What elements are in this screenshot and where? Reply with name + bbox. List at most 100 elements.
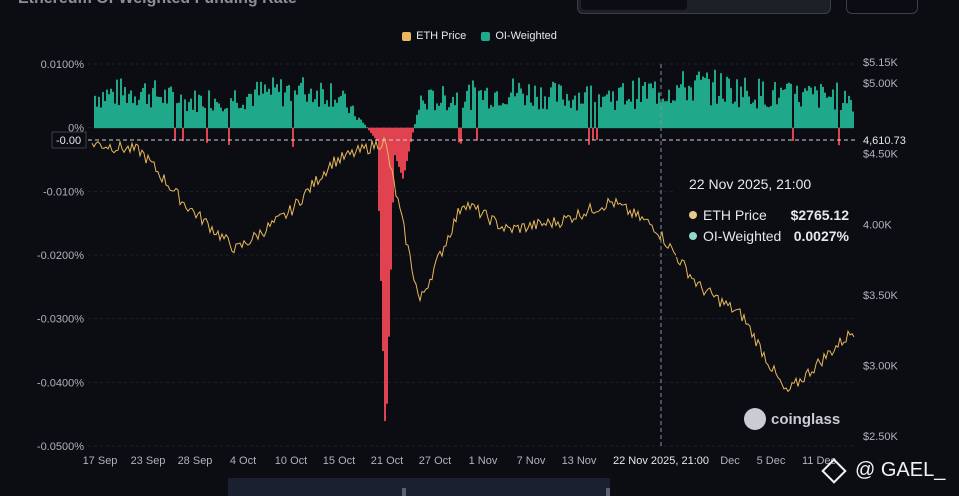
oi-weighted-bar [346,107,348,129]
oi-weighted-bar [852,111,854,129]
oi-weighted-bar [620,87,622,129]
y-right-tick: 4.00K [863,219,892,231]
oi-weighted-bar [480,90,482,129]
oi-weighted-bar [238,108,240,129]
oi-weighted-bar [724,101,726,129]
oi-weighted-bar [728,78,730,129]
legend-eth-price[interactable]: ETH Price [402,30,466,42]
oi-weighted-bar [274,87,276,129]
view-toggle-active[interactable] [581,0,687,10]
oi-weighted-bar [810,87,812,129]
oi-weighted-bar [658,92,660,129]
oi-weighted-bar [178,102,180,129]
oi-weighted-bar [622,83,624,129]
x-tick: 23 Sep [131,455,166,467]
oi-weighted-bar [834,109,836,129]
oi-weighted-bar [820,83,822,129]
oi-weighted-bar [748,96,750,129]
oi-weighted-bar [650,83,652,129]
oi-weighted-bar [412,127,414,133]
oi-weighted-bar [406,127,408,161]
oi-weighted-bar [848,95,850,129]
y-left-tick: -0.0500% [37,441,84,453]
oi-weighted-bar [340,95,342,129]
oi-weighted-bar [218,103,220,129]
oi-weighted-bar [162,102,164,129]
oi-weighted-bar [506,104,508,129]
oi-weighted-bar [242,104,244,129]
oi-weighted-bar [390,127,392,270]
oi-weighted-bar [230,98,232,129]
oi-weighted-bar [732,103,734,129]
oi-weighted-bar [544,96,546,129]
x-tick: 21 Oct [371,455,403,467]
oi-weighted-bar [336,102,338,129]
oi-weighted-bar [600,107,602,129]
oi-weighted-bar [422,100,424,129]
oi-weighted-bar [774,82,776,129]
oi-weighted-bar [316,90,318,129]
oi-weighted-bar [790,83,792,129]
oi-weighted-bar [114,103,116,129]
oi-weighted-bar [158,96,160,129]
oi-weighted-bar [592,127,594,140]
oi-weighted-bar [576,110,578,129]
oi-weighted-bar [812,94,814,129]
oi-weighted-bar [686,100,688,129]
oi-weighted-bar [644,82,646,129]
oi-weighted-bar [476,127,478,141]
oi-weighted-bar [224,108,226,129]
page-title: Ethereum OI-Weighted Funding Rate [18,0,297,8]
oi-weighted-bar [646,98,648,129]
oi-weighted-bar [618,87,620,129]
oi-weighted-bar [358,117,360,129]
oi-weighted-bar [714,69,716,129]
oi-weighted-bar [438,105,440,129]
oi-weighted-bar [408,127,410,152]
oi-weighted-bar [846,103,848,129]
x-tick: 15 Oct [323,455,355,467]
author-credit-text: @ GAEL_ [855,459,946,481]
tooltip-row-eth: ETH Price $2765.12 [689,207,849,223]
oi-weighted-bar [214,98,216,129]
oi-weighted-bar [518,82,520,129]
oi-weighted-bar [532,105,534,129]
oi-weighted-bar [670,102,672,129]
view-toggle[interactable] [577,0,831,14]
oi-weighted-bar [636,99,638,129]
oi-weighted-bar [594,102,596,129]
oi-weighted-bar [664,101,666,129]
oi-weighted-bar [588,127,590,145]
oi-weighted-bar [684,87,686,129]
tooltip-title: 22 Nov 2025, 21:00 [689,176,812,192]
oi-weighted-bar [306,101,308,129]
options-button[interactable] [846,0,918,14]
oi-weighted-bar [102,92,104,129]
oi-weighted-bar [326,100,328,129]
oi-weighted-bar [556,101,558,129]
oi-weighted-bar [616,100,618,129]
oi-weighted-bar [466,90,468,129]
x-tick: 4 Oct [230,455,256,467]
oi-weighted-bar [116,79,118,129]
oi-weighted-bar [404,127,406,171]
oi-weighted-bar [722,98,724,129]
oi-weighted-bar [754,99,756,129]
chart-legend: ETH Price OI-Weighted [0,30,959,44]
oi-weighted-bar [490,104,492,129]
oi-weighted-bar [216,102,218,129]
legend-oi-weighted[interactable]: OI-Weighted [481,30,557,42]
oi-weighted-bar [680,84,682,129]
oi-weighted-bar [258,95,260,129]
oi-weighted-bar [492,106,494,129]
oi-weighted-bar [598,94,600,129]
legend-oi-swatch [481,31,491,41]
oi-weighted-bar [566,94,568,129]
oi-weighted-bar [796,85,798,129]
top-bar: Ethereum OI-Weighted Funding Rate [0,0,959,14]
x-tick: 27 Oct [419,455,451,467]
oi-weighted-bar [328,106,330,129]
oi-weighted-bar [608,90,610,129]
oi-weighted-bar [232,101,234,129]
